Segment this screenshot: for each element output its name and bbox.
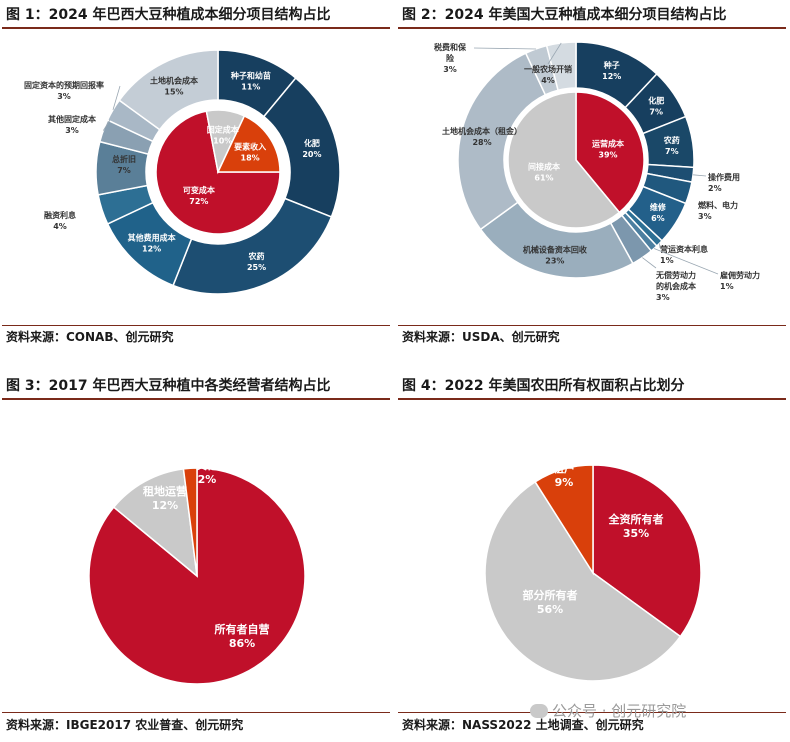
- pie-label-1: 部分所有者 56%: [523, 588, 578, 616]
- leader-line: [473, 47, 537, 50]
- pie-chart: 所有者自营 86% 租地运营 12% 其他 2%: [88, 458, 306, 685]
- outer-label-4: 融资利息 4%: [44, 210, 76, 231]
- pie-slice-1: [484, 480, 682, 682]
- leader-line: [642, 257, 657, 269]
- source-rule: [2, 712, 390, 713]
- title-rule: [2, 398, 390, 400]
- panel-us-cost-2024: 图 2：2024 年美国大豆种植成本细分项目结构占比 运营成本 39% 间接成本 61…: [398, 0, 786, 371]
- inner-slice-2: [216, 114, 281, 173]
- outer-label-2: 农药 7%: [663, 135, 680, 156]
- pie-slice-2: [534, 464, 594, 576]
- source-note: 资料来源：CONAB、创元研究: [6, 330, 174, 344]
- pie-label-1: 租地运营 12%: [143, 484, 187, 512]
- source-rule: [398, 325, 786, 326]
- pie-chart: 全资所有者 35% 部分所有者 56% 租户 9%: [484, 461, 702, 682]
- outer-label-7: 雇佣劳动力 1%: [719, 270, 760, 291]
- outer-label-0: 种子 12%: [602, 60, 621, 81]
- leader-line: [659, 243, 661, 249]
- inner-label-1: 间接成本 61%: [528, 162, 560, 183]
- inner-slice-0: [575, 91, 645, 214]
- chart-title: 图 2：2024 年美国大豆种植成本细分项目结构占比: [402, 7, 727, 23]
- leader-line: [547, 42, 562, 65]
- watermark: 公众号 · 创元研究院: [530, 700, 686, 721]
- source-note: 资料来源：NASS2022 土地调查、创元研究: [402, 718, 644, 732]
- outer-slice-10: [457, 52, 547, 231]
- outer-label-7: 固定资本的预期回报率 3%: [24, 80, 104, 101]
- outer-label-8: 土地机会成本 15%: [150, 76, 198, 97]
- title-rule: [398, 27, 786, 29]
- source-note: 资料来源：IBGE2017 农业普查、创元研究: [6, 718, 244, 732]
- chart-title: 图 4：2022 年美国农田所有权面积占比划分: [402, 378, 685, 394]
- watermark-text: 公众号 · 创元研究院: [552, 702, 687, 720]
- outer-label-2: 农药 25%: [247, 251, 266, 272]
- panel-brazil-operators-2017: 图 3：2017 年巴西大豆种植中各类经营者结构占比 所有者自营 86% 租地运营 1…: [2, 371, 390, 742]
- outer-label-1: 化肥 7%: [648, 95, 664, 116]
- outer-label-3: 其他费用成本 12%: [128, 233, 176, 254]
- outer-label-0: 种子和幼苗 11%: [230, 71, 271, 92]
- pie-label-0: 所有者自营 86%: [215, 622, 270, 650]
- outer-label-9: 机械设备资本回收 23%: [523, 245, 587, 266]
- panel-brazil-cost-2024: 图 1：2024 年巴西大豆种植成本细分项目结构占比 可变成本 72% 固定成本 10…: [2, 0, 390, 371]
- chart-title: 图 3：2017 年巴西大豆种植中各类经营者结构占比: [6, 378, 331, 394]
- source-rule: [2, 325, 390, 326]
- inner-label-0: 运营成本 39%: [592, 138, 624, 159]
- outer-label-12: 一般农场开销 4%: [524, 64, 572, 85]
- outer-slice-2: [172, 197, 333, 295]
- title-rule: [398, 398, 786, 400]
- inner-slice-1: [507, 91, 621, 229]
- pie-slice-2: [182, 467, 198, 577]
- chart-title: 图 1：2024 年巴西大豆种植成本细分项目结构占比: [6, 7, 331, 23]
- inner-label-0: 可变成本 72%: [183, 185, 215, 206]
- title-rule: [2, 27, 390, 29]
- pie-slice-0: [592, 464, 702, 638]
- source-note: 资料来源：USDA、创元研究: [402, 330, 560, 344]
- outer-label-5: 总折旧 7%: [112, 154, 136, 175]
- outer-slice-8: [118, 49, 219, 131]
- nested-donut-chart: 可变成本 72% 固定成本 10%要素收入 18% 种子和幼苗 11% 化肥 20% 农药 25% 其…: [24, 49, 341, 295]
- outer-label-11: 税费和保险 3%: [434, 42, 467, 74]
- outer-label-1: 化肥 20%: [302, 138, 321, 159]
- source-rule: [398, 712, 786, 713]
- outer-label-5: 维修 6%: [650, 202, 667, 223]
- nested-donut-chart: 运营成本 39% 间接成本 61% 种子 12% 化肥 7% 农药 7% 维修 6% 机械设备资本回收 2…: [434, 41, 760, 302]
- outer-label-3: 操作费用 2%: [708, 172, 740, 193]
- leader-line: [693, 174, 707, 177]
- outer-label-10: 土地机会成本（租金） 28%: [442, 126, 522, 147]
- pie-label-2: 租户 9%: [553, 461, 575, 489]
- inner-label-2: 要素收入 18%: [234, 142, 266, 163]
- pie-slice-1: [112, 468, 198, 578]
- inner-label-1: 固定成本 10%: [207, 124, 239, 145]
- leader-line: [112, 85, 121, 111]
- leader-line: [102, 119, 111, 131]
- wechat-icon: [530, 704, 548, 718]
- outer-label-6: 其他固定成本 3%: [48, 114, 96, 135]
- leader-line: [653, 248, 719, 275]
- pie-label-0: 全资所有者 35%: [608, 512, 664, 540]
- outer-label-8: 无偿劳动力的机会成本 3%: [655, 270, 696, 302]
- outer-label-4: 燃料、电力 3%: [698, 200, 738, 221]
- pie-label-2: 其他 2%: [196, 458, 218, 486]
- outer-label-6: 营运资本利息 1%: [660, 244, 708, 265]
- panel-us-ownership-2022: 图 4：2022 年美国农田所有权面积占比划分 全资所有者 35% 部分所有者 56%…: [398, 371, 786, 742]
